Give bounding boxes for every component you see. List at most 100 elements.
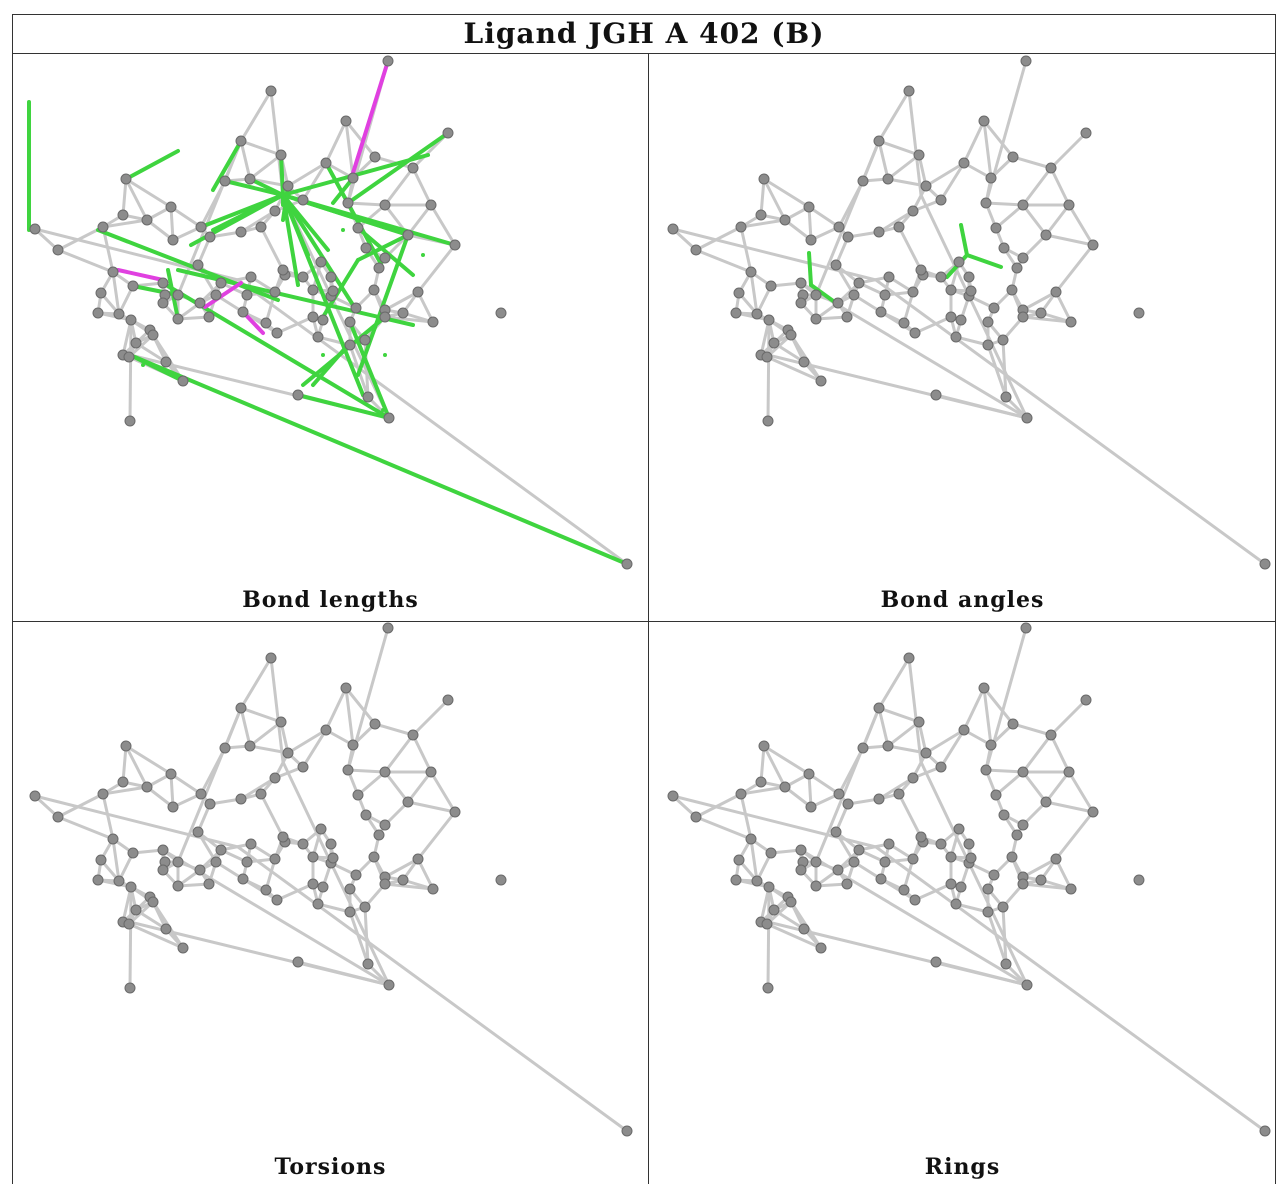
bond xyxy=(248,153,283,181)
atom xyxy=(379,252,391,264)
atom xyxy=(275,716,287,728)
atom xyxy=(982,906,994,918)
bond xyxy=(236,845,629,1133)
atom xyxy=(195,221,207,233)
bond xyxy=(762,744,787,789)
atom xyxy=(307,851,319,863)
bond xyxy=(1049,733,1071,774)
bond xyxy=(1049,698,1088,737)
vertical-divider xyxy=(648,54,649,1184)
atom xyxy=(210,289,222,301)
atom xyxy=(495,307,507,319)
atom xyxy=(130,337,142,349)
bond xyxy=(111,270,121,316)
atom xyxy=(368,851,380,863)
bond xyxy=(1067,203,1095,247)
angle-outlier xyxy=(807,251,813,287)
atom xyxy=(915,264,927,276)
bond xyxy=(56,792,105,819)
bond xyxy=(176,139,243,297)
atom xyxy=(690,811,702,823)
atom xyxy=(210,856,222,868)
bond xyxy=(762,744,811,776)
atom xyxy=(312,898,324,910)
bond xyxy=(934,960,1029,987)
atom xyxy=(407,162,419,174)
bond xyxy=(877,139,921,157)
panel-caption: Bond angles xyxy=(880,587,1045,613)
bond xyxy=(982,119,1015,159)
bond xyxy=(121,177,128,217)
atom xyxy=(362,958,374,970)
bond xyxy=(962,119,986,165)
bond xyxy=(919,193,1029,420)
atom xyxy=(763,314,775,326)
bond-outlier xyxy=(211,139,243,192)
atom xyxy=(920,180,932,192)
bond-outlier-magenta xyxy=(116,268,165,282)
page-title: Ligand JGH A 402 (B) xyxy=(463,17,825,50)
bond xyxy=(239,706,283,724)
atom xyxy=(235,135,247,147)
atom xyxy=(751,308,763,320)
atom xyxy=(125,881,137,893)
bond xyxy=(296,960,391,987)
bond xyxy=(416,810,457,861)
bond xyxy=(1011,722,1053,737)
atom xyxy=(730,307,742,319)
atom xyxy=(1133,874,1145,886)
bond xyxy=(1054,290,1073,324)
atom xyxy=(667,223,679,235)
bond xyxy=(346,768,387,774)
bond xyxy=(239,139,283,157)
bond xyxy=(877,89,911,143)
atom xyxy=(915,831,927,843)
atom xyxy=(898,884,910,896)
bond-outlier xyxy=(223,179,285,197)
atom xyxy=(327,852,339,864)
atom xyxy=(735,788,747,800)
bond xyxy=(1021,315,1073,324)
atom xyxy=(141,214,153,226)
atom xyxy=(244,740,256,752)
bond xyxy=(1021,203,1048,237)
atom xyxy=(1035,307,1047,319)
atom xyxy=(1017,252,1029,264)
bond xyxy=(877,776,915,801)
atom xyxy=(117,209,129,221)
bond-outlier xyxy=(281,193,300,287)
atom xyxy=(327,285,339,297)
bond xyxy=(241,877,279,902)
bond xyxy=(1021,166,1053,207)
bond xyxy=(127,922,185,950)
atom xyxy=(832,297,844,309)
atom xyxy=(265,652,277,664)
atom xyxy=(795,297,807,309)
atom xyxy=(235,702,247,714)
bond xyxy=(1049,131,1088,170)
atom xyxy=(320,724,332,736)
atom xyxy=(297,838,309,850)
bond-outlier xyxy=(348,320,391,420)
atom xyxy=(810,313,822,325)
atom xyxy=(958,157,970,169)
bond xyxy=(694,225,743,252)
atom xyxy=(733,287,745,299)
atom xyxy=(379,199,391,211)
bond xyxy=(877,706,890,748)
atom xyxy=(798,356,810,368)
atom xyxy=(204,798,216,810)
atom xyxy=(988,302,1000,314)
atom xyxy=(882,173,894,185)
atom xyxy=(292,956,304,968)
atom xyxy=(1087,806,1099,818)
atom xyxy=(235,793,247,805)
atom xyxy=(412,286,424,298)
atom xyxy=(1017,766,1029,778)
atom xyxy=(935,838,947,850)
atom xyxy=(848,289,860,301)
bond-outlier xyxy=(131,284,180,297)
atom xyxy=(1063,766,1075,778)
bond xyxy=(765,355,823,383)
atom xyxy=(842,798,854,810)
